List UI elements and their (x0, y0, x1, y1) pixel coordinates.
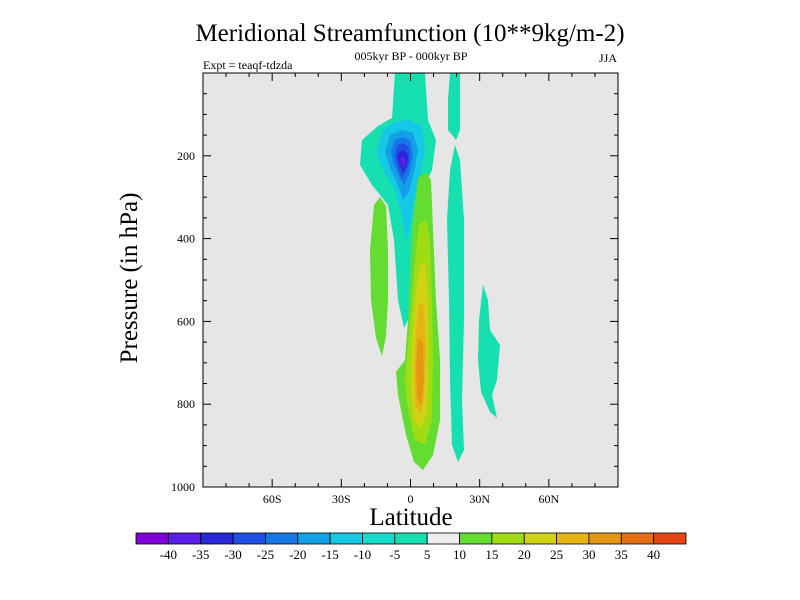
colorbar-swatch (329, 532, 363, 545)
colorbar (135, 532, 687, 545)
colorbar-swatch (200, 532, 234, 545)
x-tick-label: 60S (263, 492, 282, 506)
contour-level-pos25 (416, 338, 424, 405)
colorbar-swatch (135, 532, 169, 545)
y-tick-label: 800 (177, 397, 195, 411)
colorbar-swatch (362, 532, 396, 545)
colorbar-label: 25 (550, 547, 563, 562)
colorbar-label: 20 (518, 547, 531, 562)
y-tick-label: 600 (177, 314, 195, 328)
contour-level-pos5-band-13S (370, 197, 388, 356)
colorbar-label: 5 (424, 547, 431, 562)
colorbar-swatch (459, 532, 493, 545)
contour-field (360, 73, 500, 470)
colorbar-label: -5 (389, 547, 400, 562)
colorbar-swatch (620, 532, 655, 545)
x-tick-label: 0 (408, 492, 414, 506)
colorbar-label: -15 (321, 547, 338, 562)
colorbar-label: 10 (453, 547, 466, 562)
colorbar-label: -10 (354, 547, 371, 562)
x-axis-label: Latitude (369, 504, 452, 531)
colorbar-swatch (653, 532, 687, 545)
x-tick-label: 60N (538, 492, 559, 506)
colorbar-swatch (265, 532, 299, 545)
colorbar-swatch (491, 532, 525, 545)
colorbar-label: -20 (289, 547, 306, 562)
y-tick-label: 400 (177, 232, 195, 246)
colorbar-swatch (523, 532, 557, 545)
colorbar-label: -40 (160, 547, 177, 562)
colorbar-swatch (297, 532, 331, 545)
axis-tick-labels: 60S 30S 0 30N 60N 200 400 600 800 1000 (171, 149, 559, 506)
contour-level-neg5-band-20N (447, 145, 464, 462)
chart-title: Meridional Streamfunction (10**9kg/m-2) (195, 20, 624, 47)
colorbar-label: 15 (485, 547, 498, 562)
colorbar-label: -35 (192, 547, 209, 562)
colorbar-labels: -40 -35 -30 -25 -20 -15 -10 -5 5 10 15 20 25 30 35 40 (160, 547, 660, 562)
season-label: JJA (599, 51, 617, 65)
y-axis-label: Pressure (in hPa) (116, 193, 143, 364)
contour-level-neg5-band-15N (448, 73, 460, 140)
colorbar-swatch (167, 532, 202, 545)
contour-level-neg35 (400, 156, 406, 168)
axis-ticks (203, 73, 618, 488)
colorbar-swatch (394, 532, 428, 545)
colorbar-swatch (232, 532, 266, 545)
colorbar-swatch (588, 532, 622, 545)
colorbar-label: 35 (615, 547, 628, 562)
colorbar-swatch (556, 532, 590, 545)
y-tick-label: 200 (177, 149, 195, 163)
y-tick-label: 1000 (171, 480, 195, 494)
colorbar-label: 40 (647, 547, 660, 562)
colorbar-label: -25 (257, 547, 274, 562)
chart-subtitle: 005kyr BP - 000kyr BP (355, 49, 468, 63)
colorbar-label: -30 (224, 547, 241, 562)
colorbar-label: 30 (582, 547, 595, 562)
x-tick-label: 30S (332, 492, 351, 506)
x-tick-label: 30N (469, 492, 490, 506)
experiment-label: Expt = teaqf-tdzda (203, 58, 293, 72)
contour-level-neg5-band-40N (478, 285, 500, 418)
colorbar-swatch (426, 532, 460, 545)
